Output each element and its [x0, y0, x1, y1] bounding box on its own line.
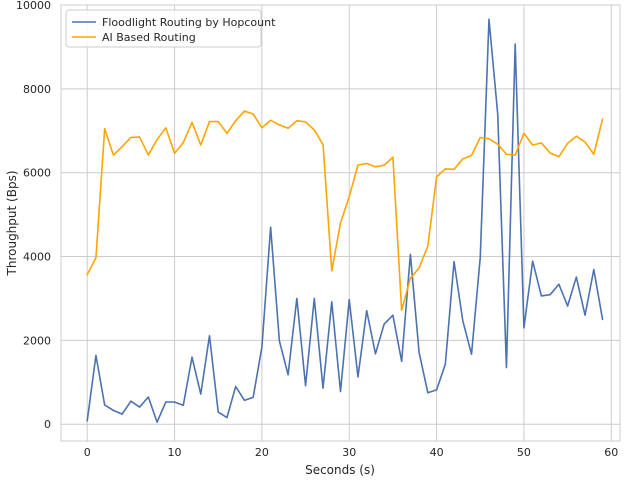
- series-line-1: [86, 110, 604, 312]
- legend: Floodlight Routing by Hopcount AI Based …: [65, 9, 276, 48]
- y-tick-labels: 0 2000 4000 6000 8000 10000: [16, 0, 51, 431]
- x-tick-label: 10: [168, 446, 182, 459]
- grid-lines: [61, 4, 620, 441]
- series-lines: [86, 18, 604, 423]
- x-tick-labels: 0 10 20 30 40 50 60: [84, 446, 619, 459]
- y-axis-label: Throughput (Bps): [5, 171, 19, 277]
- legend-label-ai: AI Based Routing: [102, 31, 196, 44]
- y-tick-label: 6000: [23, 167, 51, 180]
- x-tick-label: 50: [517, 446, 531, 459]
- series-line-0: [86, 18, 604, 423]
- legend-box: [65, 9, 262, 48]
- x-tick-label: 60: [604, 446, 618, 459]
- y-tick-label: 0: [44, 418, 51, 431]
- y-tick-label: 4000: [23, 251, 51, 264]
- legend-label-floodlight: Floodlight Routing by Hopcount: [102, 16, 276, 29]
- x-tick-label: 40: [430, 446, 444, 459]
- y-tick-label: 8000: [23, 83, 51, 96]
- y-tick-label: 10000: [16, 0, 51, 12]
- y-tick-label: 2000: [23, 334, 51, 347]
- x-tick-label: 30: [342, 446, 356, 459]
- x-axis-label: Seconds (s): [305, 463, 375, 477]
- x-tick-label: 20: [255, 446, 269, 459]
- x-tick-label: 0: [84, 446, 91, 459]
